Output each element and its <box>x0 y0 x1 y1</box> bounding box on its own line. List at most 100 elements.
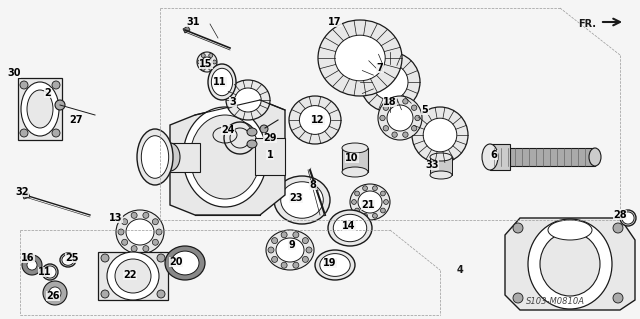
Ellipse shape <box>107 252 159 300</box>
Ellipse shape <box>528 219 612 309</box>
Text: 11: 11 <box>38 267 52 277</box>
Text: 4: 4 <box>456 265 463 275</box>
Ellipse shape <box>141 136 169 178</box>
Ellipse shape <box>423 118 457 152</box>
Text: 33: 33 <box>425 160 439 170</box>
Ellipse shape <box>27 90 53 128</box>
Ellipse shape <box>21 82 59 136</box>
Ellipse shape <box>548 220 592 240</box>
Ellipse shape <box>247 128 257 136</box>
Ellipse shape <box>274 176 330 224</box>
Ellipse shape <box>328 210 372 246</box>
Polygon shape <box>430 157 452 175</box>
Ellipse shape <box>247 140 257 148</box>
Ellipse shape <box>378 96 422 140</box>
Circle shape <box>380 115 385 121</box>
Ellipse shape <box>350 184 390 220</box>
Text: FR.: FR. <box>578 19 596 29</box>
Circle shape <box>156 229 162 235</box>
Text: 23: 23 <box>289 193 303 203</box>
Ellipse shape <box>333 214 367 242</box>
Ellipse shape <box>211 68 233 96</box>
Text: 31: 31 <box>186 17 200 27</box>
Ellipse shape <box>190 115 260 199</box>
Circle shape <box>381 208 385 213</box>
Circle shape <box>293 232 299 238</box>
Ellipse shape <box>235 88 261 112</box>
Polygon shape <box>18 78 62 140</box>
Circle shape <box>363 213 367 218</box>
Ellipse shape <box>320 254 350 276</box>
Circle shape <box>157 290 165 298</box>
Ellipse shape <box>358 191 382 213</box>
Circle shape <box>355 191 360 196</box>
Circle shape <box>49 287 61 299</box>
Ellipse shape <box>137 129 173 185</box>
Circle shape <box>302 238 308 244</box>
Ellipse shape <box>60 253 76 267</box>
Circle shape <box>513 223 523 233</box>
Ellipse shape <box>360 52 420 112</box>
Text: 27: 27 <box>69 115 83 125</box>
Circle shape <box>143 212 149 219</box>
Circle shape <box>381 191 385 196</box>
Ellipse shape <box>62 255 74 265</box>
Circle shape <box>271 238 278 244</box>
Ellipse shape <box>183 107 267 207</box>
Ellipse shape <box>335 35 385 81</box>
Text: 28: 28 <box>613 210 627 220</box>
Ellipse shape <box>160 143 180 171</box>
Circle shape <box>101 290 109 298</box>
Circle shape <box>27 260 37 270</box>
Circle shape <box>52 129 60 137</box>
Text: 32: 32 <box>15 187 29 197</box>
Text: 9: 9 <box>289 240 296 250</box>
Text: 30: 30 <box>7 68 20 78</box>
Ellipse shape <box>300 106 331 134</box>
Ellipse shape <box>412 107 468 163</box>
Circle shape <box>372 213 378 218</box>
Text: 12: 12 <box>311 115 324 125</box>
Circle shape <box>268 247 274 253</box>
Circle shape <box>352 155 358 161</box>
Polygon shape <box>490 148 595 166</box>
Ellipse shape <box>482 144 498 170</box>
Text: 3: 3 <box>230 97 236 107</box>
Circle shape <box>383 105 388 110</box>
Ellipse shape <box>289 96 341 144</box>
Ellipse shape <box>226 80 270 120</box>
Text: 2: 2 <box>45 88 51 98</box>
Circle shape <box>118 229 124 235</box>
Text: 14: 14 <box>342 221 356 231</box>
Circle shape <box>403 99 408 104</box>
Circle shape <box>281 262 287 268</box>
Text: 19: 19 <box>323 258 337 268</box>
Circle shape <box>363 186 367 191</box>
Circle shape <box>415 115 420 121</box>
Circle shape <box>152 239 158 245</box>
Circle shape <box>22 255 42 275</box>
Circle shape <box>383 126 388 131</box>
Text: 13: 13 <box>109 213 123 223</box>
Ellipse shape <box>430 171 452 179</box>
Circle shape <box>55 100 65 110</box>
Text: 24: 24 <box>221 125 235 135</box>
Text: 1: 1 <box>267 150 273 160</box>
Polygon shape <box>255 138 285 175</box>
Circle shape <box>20 129 28 137</box>
Ellipse shape <box>430 153 452 161</box>
Text: 6: 6 <box>491 150 497 160</box>
Circle shape <box>281 232 287 238</box>
Ellipse shape <box>620 210 636 226</box>
Ellipse shape <box>276 238 304 262</box>
Text: 20: 20 <box>169 257 183 267</box>
Circle shape <box>143 246 149 252</box>
Polygon shape <box>505 218 635 310</box>
Ellipse shape <box>165 246 205 280</box>
Ellipse shape <box>342 143 368 153</box>
Text: 15: 15 <box>199 59 212 69</box>
Ellipse shape <box>318 20 402 96</box>
Ellipse shape <box>342 167 368 177</box>
Ellipse shape <box>208 64 236 100</box>
Circle shape <box>43 281 67 305</box>
